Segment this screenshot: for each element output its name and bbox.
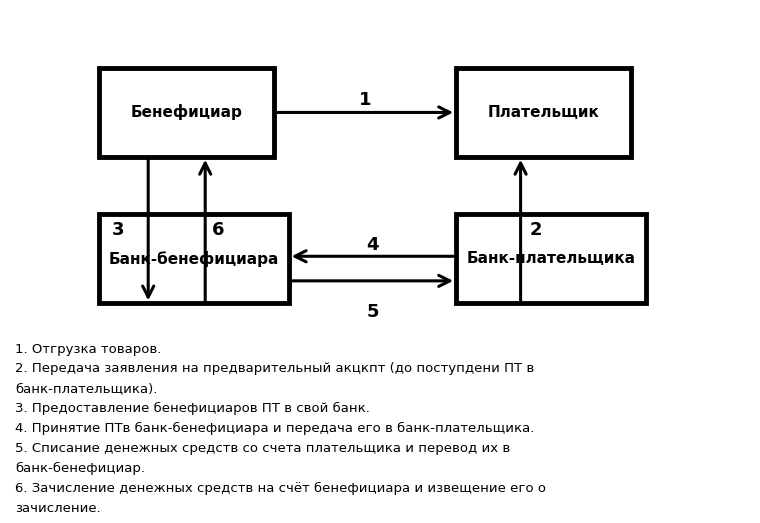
Text: 5. Списание денежных средств со счета плательщика и перевод их в: 5. Списание денежных средств со счета пл…: [15, 442, 511, 455]
Text: банк-бенефициар.: банк-бенефициар.: [15, 462, 145, 475]
Text: 6. Зачисление денежных средств на счёт бенефициара и извещение его о: 6. Зачисление денежных средств на счёт б…: [15, 482, 546, 495]
Text: Банк-плательщика: Банк-плательщика: [467, 252, 635, 266]
Text: Бенефициар: Бенефициар: [130, 105, 242, 120]
Text: 4: 4: [366, 236, 378, 254]
FancyBboxPatch shape: [99, 214, 289, 303]
Text: 4. Принятие ПТв банк-бенефициара и передача его в банк-плательщика.: 4. Принятие ПТв банк-бенефициара и перед…: [15, 422, 534, 435]
FancyBboxPatch shape: [456, 68, 631, 157]
Text: 5: 5: [366, 303, 378, 321]
Text: 6: 6: [212, 221, 224, 239]
Text: Банк-бенефициара: Банк-бенефициара: [109, 251, 279, 267]
FancyBboxPatch shape: [99, 68, 274, 157]
FancyBboxPatch shape: [456, 214, 646, 303]
Text: банк-плательщика).: банк-плательщика).: [15, 382, 157, 395]
Text: зачисление.: зачисление.: [15, 502, 101, 515]
Text: 2: 2: [530, 221, 542, 239]
Text: 3: 3: [112, 221, 124, 239]
Text: 1: 1: [359, 92, 371, 109]
Text: 1. Отгрузка товаров.: 1. Отгрузка товаров.: [15, 343, 162, 356]
Text: 3. Предоставление бенефициаров ПТ в свой банк.: 3. Предоставление бенефициаров ПТ в свой…: [15, 402, 370, 415]
Text: Плательщик: Плательщик: [487, 105, 600, 120]
Text: 2. Передача заявления на предварительный акцкпт (до поступдени ПТ в: 2. Передача заявления на предварительный…: [15, 362, 534, 376]
